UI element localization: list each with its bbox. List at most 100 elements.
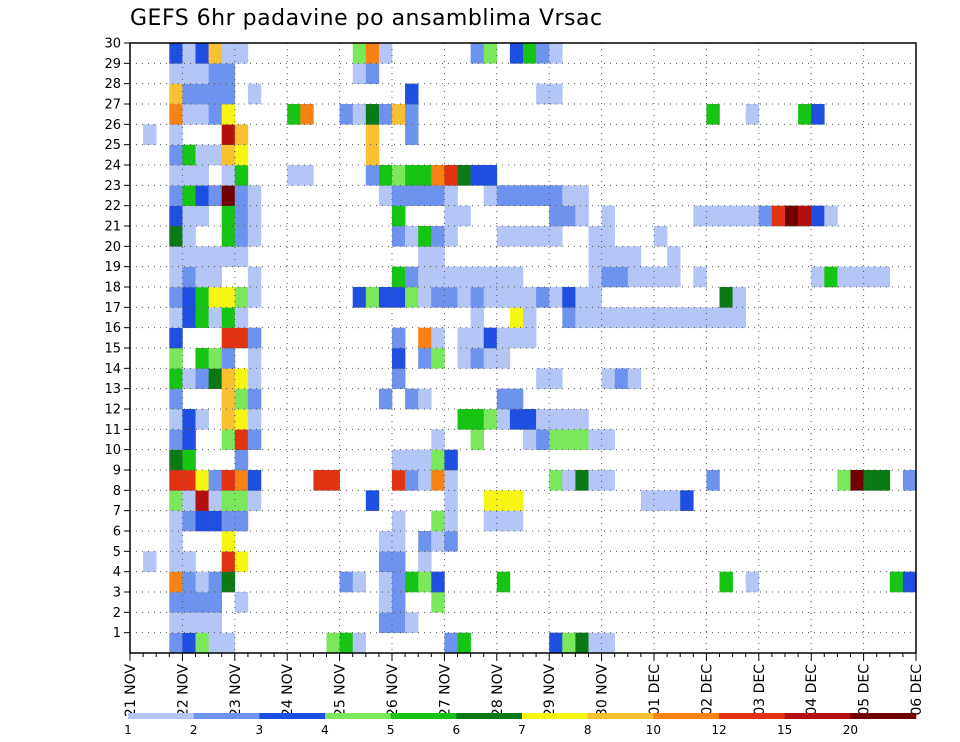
heatmap-cell [418, 531, 432, 552]
heatmap-cell [352, 571, 367, 593]
heatmap-cell [182, 551, 196, 572]
heatmap-cell [719, 287, 733, 308]
heatmap-cell [169, 226, 183, 247]
heatmap-cell [234, 307, 249, 328]
heatmap-cell [208, 490, 222, 511]
heatmap-cell [195, 246, 209, 267]
heatmap-cell [431, 246, 445, 267]
heatmap-cell [470, 409, 484, 430]
heatmap-cell [169, 246, 183, 267]
heatmap-cell [496, 571, 511, 593]
heatmap-cell [195, 348, 209, 369]
heatmap-cell [457, 409, 471, 430]
heatmap-cell [221, 470, 236, 491]
heatmap-cell [457, 165, 471, 186]
y-tick-label: 15 [104, 342, 121, 357]
heatmap-cell [693, 307, 707, 328]
heatmap-cell [208, 43, 222, 64]
heatmap-cell [352, 43, 367, 64]
heatmap-cell [195, 632, 209, 654]
heatmap-cell [575, 409, 589, 430]
heatmap-cell [601, 307, 615, 328]
heatmap-cell [405, 287, 419, 308]
heatmap-cell [431, 287, 445, 308]
heatmap-cell [588, 307, 602, 328]
heatmap-cell [208, 104, 222, 125]
y-tick-label: 2 [113, 606, 121, 621]
heatmap-cell [496, 185, 511, 206]
heatmap-cell [863, 266, 877, 288]
colorbar-label: 8 [584, 723, 592, 737]
heatmap-cell [509, 510, 524, 532]
heatmap-cell [378, 571, 393, 593]
heatmap-cell [169, 632, 183, 654]
heatmap-cell [431, 348, 445, 369]
heatmap-cell [614, 307, 629, 328]
heatmap-cell [392, 327, 406, 349]
heatmap-cell [431, 510, 445, 532]
heatmap-cell [562, 632, 576, 654]
heatmap-cell [208, 307, 222, 328]
heatmap-cell [601, 632, 615, 654]
heatmap-cell [536, 43, 550, 64]
heatmap-cell [195, 470, 209, 491]
heatmap-cell [483, 327, 498, 349]
heatmap-cell [627, 307, 642, 328]
heatmap-cell [247, 205, 262, 227]
colorbar-label: 12 [711, 723, 726, 737]
heatmap-cell [392, 266, 406, 288]
heatmap-cell [889, 571, 904, 593]
heatmap-cell [392, 226, 406, 247]
heatmap-cell [562, 429, 576, 450]
heatmap-cell [549, 409, 563, 430]
heatmap-cell [549, 185, 563, 206]
colorbar-swatch [850, 713, 917, 719]
heatmap-cell [785, 205, 799, 227]
heatmap-cell [431, 429, 445, 450]
heatmap-cell [444, 490, 458, 511]
heatmap-cell [444, 266, 458, 288]
heatmap-cell [234, 43, 249, 64]
heatmap-cell [405, 388, 419, 410]
heatmap-cell [182, 409, 196, 430]
heatmap-cell [221, 63, 236, 84]
heatmap-cell [392, 185, 406, 206]
heatmap-cell [208, 246, 222, 267]
heatmap-cell [549, 429, 563, 450]
heatmap-cell [234, 165, 249, 186]
heatmap-cell [640, 266, 655, 288]
heatmap-cell [509, 266, 524, 288]
heatmap-cell [405, 185, 419, 206]
heatmap-cell [182, 104, 196, 125]
heatmap-cell [523, 287, 537, 308]
heatmap-cell [169, 612, 183, 633]
heatmap-cell [313, 470, 327, 491]
heatmap-cell [169, 266, 183, 288]
heatmap-cell [654, 307, 668, 328]
heatmap-cell [496, 510, 511, 532]
heatmap-cell [195, 165, 209, 186]
heatmap-cell [431, 165, 445, 186]
heatmap-cell [169, 551, 183, 572]
colorbar-label: 2 [190, 723, 198, 737]
x-tick-label: 01 DEC [647, 664, 663, 716]
heatmap-cell [169, 531, 183, 552]
heatmap-cell [431, 531, 445, 552]
heatmap-cell [798, 104, 812, 125]
heatmap-cell [405, 83, 419, 105]
heatmap-cell [444, 510, 458, 532]
heatmap-cell [195, 409, 209, 430]
heatmap-cell [221, 104, 236, 125]
heatmap-cell [234, 124, 249, 145]
heatmap-cell [182, 592, 196, 613]
heatmap-cell [850, 470, 864, 491]
heatmap-cell [575, 429, 589, 450]
colorbar-swatch [390, 713, 457, 719]
y-tick-label: 5 [113, 545, 121, 560]
heatmap-cell [745, 104, 760, 125]
heatmap-cell [470, 165, 484, 186]
heatmap-cell [444, 632, 458, 654]
heatmap-cell [549, 205, 563, 227]
heatmap-cell [483, 409, 498, 430]
heatmap-cell [392, 510, 406, 532]
